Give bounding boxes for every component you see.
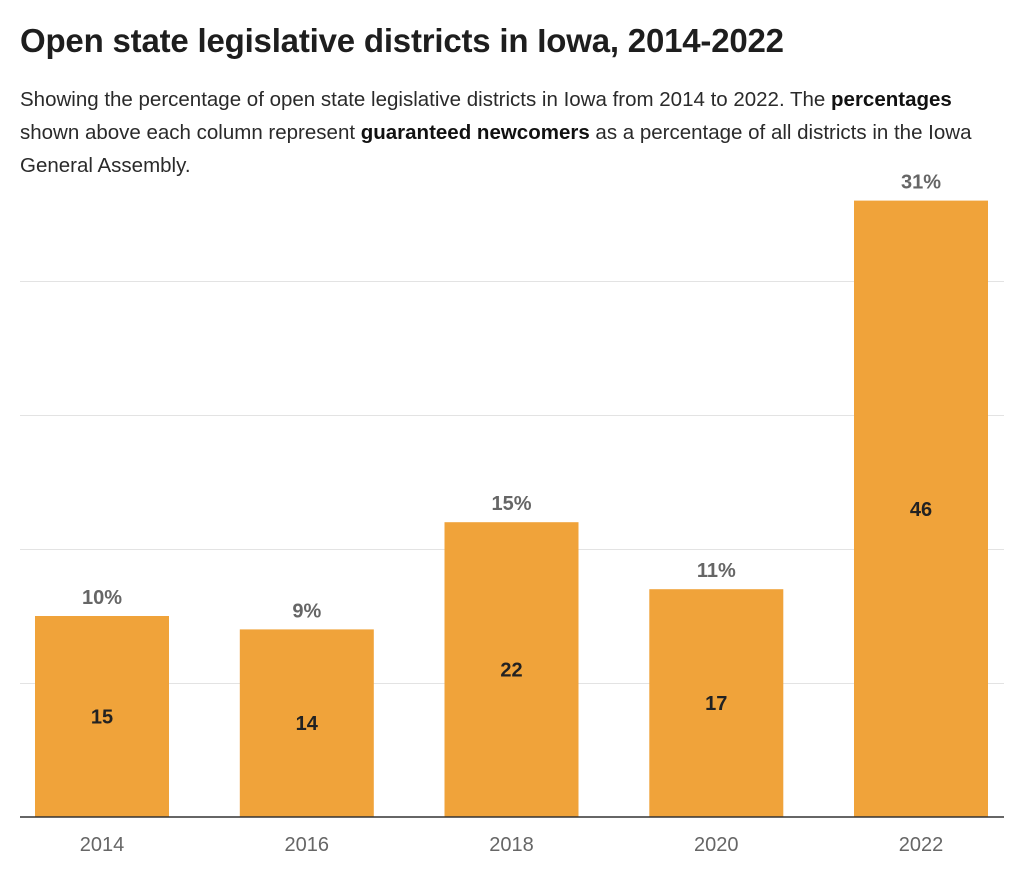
bar-2022 — [854, 200, 988, 818]
chart-subtitle: Showing the percentage of open state leg… — [20, 84, 1010, 182]
subtitle-text-1: Showing the percentage of open state leg… — [20, 88, 832, 111]
percent-label-2016: 9% — [292, 600, 321, 622]
percent-label-2018: 15% — [491, 493, 531, 515]
x-tick-2018: 2018 — [489, 834, 534, 856]
percent-label-2014: 10% — [82, 587, 122, 609]
x-tick-2022: 2022 — [899, 834, 944, 856]
subtitle-emphasis-newcomers: guaranteed newcomers — [360, 120, 590, 144]
value-label-2016: 14 — [296, 713, 319, 735]
x-tick-2014: 2014 — [80, 834, 125, 856]
value-label-2018: 22 — [500, 660, 522, 682]
chart-title: Open state legislative districts in Iowa… — [20, 22, 784, 59]
x-tick-2020: 2020 — [694, 834, 739, 856]
percent-label-2022: 31% — [901, 172, 941, 194]
value-label-2014: 15 — [91, 707, 113, 729]
bar-2014 — [35, 616, 169, 817]
subtitle-emphasis-percentages: percentages — [831, 88, 952, 111]
bar-labels: 10% 15 9% 14 15% 22 11% 17 31% 46 — [82, 172, 941, 736]
subtitle-text-3: as a percentage of all districts in the … — [20, 120, 972, 177]
bars — [35, 200, 988, 818]
subtitle-text-2: shown above each column represent — [20, 120, 361, 144]
bar-2020 — [649, 589, 784, 817]
x-tick-2016: 2016 — [285, 834, 330, 856]
bar-2018 — [444, 522, 579, 817]
bar-2016 — [239, 629, 374, 817]
x-axis: 2014 2016 2018 2020 2022 — [20, 816, 1004, 856]
percent-label-2020: 11% — [697, 560, 736, 582]
value-label-2020: 17 — [705, 693, 727, 715]
value-label-2022: 46 — [910, 499, 932, 521]
